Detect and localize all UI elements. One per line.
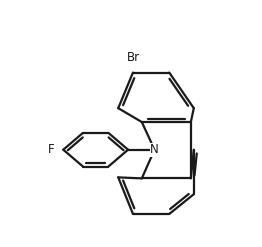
Text: N: N (150, 143, 159, 156)
Text: F: F (48, 143, 54, 156)
Text: Br: Br (126, 51, 140, 63)
